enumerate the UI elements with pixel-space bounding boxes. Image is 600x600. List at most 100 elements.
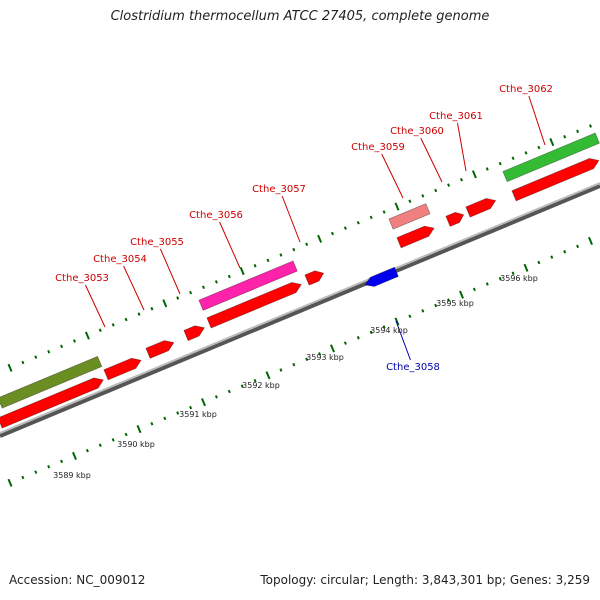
minor-tick [511,156,515,160]
pink-feature [388,203,431,230]
minor-tick [434,188,438,193]
major-tick [265,371,271,380]
gene-label-cthe-3057: Cthe_3057 [252,184,306,195]
major-tick [330,344,335,353]
topology-stats: Topology: circular; Length: 3,843,301 bp… [260,573,590,587]
minor-tick [356,335,360,340]
minor-tick [511,271,515,275]
minor-tick [21,475,25,480]
minor-tick [98,328,102,332]
gene-label-cthe-3058: Cthe_3058 [386,362,440,373]
leader-line [381,153,404,199]
minor-tick [253,263,257,268]
minor-tick [111,438,115,442]
minor-tick [98,443,102,447]
cds-arrow [183,325,206,342]
minor-tick [576,244,580,249]
lower-dotted-track [7,236,593,487]
leader-line [395,320,411,361]
olive-feature [0,355,103,409]
minor-tick [576,129,580,134]
leader-line [457,122,467,172]
minor-tick [60,459,64,464]
major-tick [588,236,593,246]
minor-tick [408,199,412,203]
major-tick [549,138,555,147]
minor-tick [189,290,193,295]
scale-label: 3593 kbp [306,353,344,362]
map-title: Clostridium thermocellum ATCC 27405, com… [110,9,490,24]
major-tick [394,202,400,211]
minor-tick [34,470,38,474]
minor-tick [421,309,425,313]
accession-text: Accession: NC_009012 [9,573,146,587]
cds-arrow [103,357,142,381]
reverse-cds-arrow [364,266,399,287]
gene-label-cthe-3059: Cthe_3059 [351,142,405,153]
minor-tick [343,341,347,345]
cds-arrow [396,225,435,249]
minor-tick [292,247,296,252]
scale-label: 3590 kbp [117,440,155,449]
major-tick [7,363,13,372]
minor-tick [485,282,489,286]
minor-tick [150,421,154,426]
minor-tick [124,317,128,322]
minor-tick [124,432,128,437]
cds-arrow [445,211,465,227]
cds-arrow [145,340,175,359]
minor-tick [447,183,451,187]
leader-line [159,248,181,295]
minor-tick [330,231,335,236]
scale-label: 3592 kbp [242,381,280,390]
minor-tick [150,306,154,311]
major-tick [162,299,168,308]
minor-tick [266,258,270,263]
major-tick [201,398,206,407]
gene-label-cthe-3053: Cthe_3053 [55,273,109,284]
cds-arrow [511,158,600,202]
minor-tick [434,303,438,308]
minor-tick [202,285,205,289]
minor-tick [279,253,283,257]
scale-label: 3594 kbp [370,326,408,335]
cds-arrow [304,270,325,286]
minor-tick [563,134,567,139]
upper-dotted-track [7,124,592,372]
minor-tick [60,344,64,349]
leader-line [219,221,241,269]
major-tick [459,290,464,299]
minor-tick [524,151,528,155]
minor-tick [111,323,115,327]
minor-tick [447,298,451,302]
minor-tick [343,226,347,230]
leader-line [281,195,301,243]
leader-line [84,284,106,328]
minor-tick [356,220,360,225]
leader-line [528,95,546,146]
gene-label-cthe-3062: Cthe_3062 [499,84,553,95]
label-leaders [84,95,546,361]
minor-tick [73,339,76,343]
minor-tick [227,274,231,279]
leader-line [420,137,443,183]
scale-label: 3596 kbp [500,274,538,283]
minor-tick [163,416,167,421]
minor-tick [550,255,554,259]
minor-tick [305,357,309,361]
leader-line [123,265,145,311]
minor-tick [305,242,309,246]
minor-tick [253,378,257,383]
backbone [0,182,600,434]
minor-tick [176,296,180,300]
minor-tick [589,124,592,128]
major-tick [84,331,90,340]
major-tick [317,234,323,243]
minor-tick [292,362,296,367]
minor-tick [227,389,231,394]
minor-tick [382,325,386,329]
minor-tick [189,405,193,410]
minor-tick [21,360,25,365]
minor-tick [563,249,567,254]
